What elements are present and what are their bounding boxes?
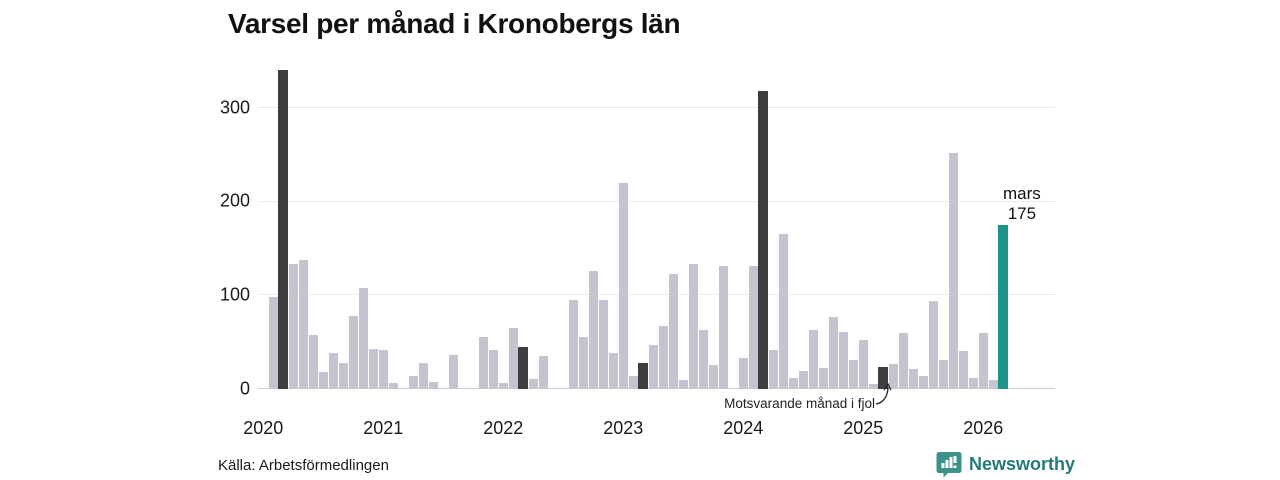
bar-2023-07 [678,379,688,389]
bar-2020-03 [278,69,289,389]
x-tick-2025: 2025 [843,418,884,438]
bar-2025-08 [928,301,938,389]
y-tick-100: 100 [219,284,250,305]
bar-2022-03 [518,346,529,389]
x-tick-2020: 2020 [243,418,284,438]
y-tick-200: 200 [219,190,250,211]
bar-2022-08 [568,300,578,389]
bar-2022-01 [498,383,508,389]
bar-2025-07 [918,375,928,389]
brand-footer: Newsworthy [936,451,1075,478]
bar-2025-02 [868,384,878,389]
plot-area [258,60,1055,389]
bar-2025-01 [858,340,868,389]
bar-2026-01 [978,332,988,389]
bar-2021-08 [448,355,458,389]
gridline-300 [258,107,1055,109]
bar-2023-03 [638,362,649,389]
bar-2022-04 [528,378,538,389]
x-tick-2024: 2024 [723,418,764,438]
bar-2022-09 [578,336,588,389]
bar-2026-03 [998,225,1009,389]
bar-2020-10 [348,316,358,389]
bar-2025-11 [958,350,968,389]
x-tick-2026: 2026 [963,418,1004,438]
x-tick-2021: 2021 [363,418,404,438]
bar-2024-07 [798,371,808,389]
current-month-label: mars 175 [1003,184,1041,224]
source-caption: Källa: Arbetsförmedlingen [218,457,389,474]
x-tick-2023: 2023 [603,418,644,438]
bar-2020-05 [298,259,308,389]
bar-2025-12 [968,377,978,389]
bar-2023-08 [688,263,698,389]
bar-2024-03 [758,91,769,389]
brand-name: Newsworthy [969,454,1076,474]
y-tick-0: 0 [239,378,250,398]
bar-2020-12 [368,348,378,389]
bar-2023-10 [708,364,718,389]
bar-2023-01 [618,183,628,389]
bar-2021-05 [418,362,428,389]
bar-2023-11 [718,265,728,389]
bar-2020-08 [328,353,338,389]
bar-2021-01 [378,349,388,389]
bar-2025-05 [898,332,908,389]
gridline-200 [258,200,1055,202]
bar-2025-09 [938,360,948,389]
chart-title: Varsel per månad i Kronobergs län [228,8,681,39]
newsworthy-logo-icon [936,452,962,478]
bar-2023-09 [698,330,708,389]
bar-2022-02 [508,328,518,389]
bar-2024-10 [828,316,838,389]
bar-2022-11 [598,300,608,389]
bar-2024-05 [778,233,788,389]
bar-2021-02 [388,383,398,389]
bar-2021-12 [488,349,498,389]
current-month-value: 175 [1007,204,1037,223]
bar-2024-11 [838,331,848,389]
bar-2024-12 [848,360,858,389]
bar-2024-04 [768,349,778,389]
bar-2021-11 [478,336,488,389]
gridline-100 [258,294,1055,296]
bar-2023-06 [668,273,678,389]
bar-2023-02 [628,375,638,389]
bar-2025-04 [888,363,898,389]
bar-2024-01 [738,358,748,389]
x-tick-2022: 2022 [483,418,524,438]
bar-2026-02 [988,379,998,389]
bar-2025-03 [878,366,889,389]
bar-2023-05 [658,326,668,389]
fjol-annotation: Motsvarande månad i fjol [724,396,875,411]
bar-2020-06 [308,334,318,389]
bar-2021-04 [408,375,418,389]
current-month-name: mars [1003,184,1041,203]
bar-2024-02 [748,266,758,389]
bar-2022-12 [608,352,618,389]
bar-2025-10 [948,153,958,389]
bar-2020-02 [268,297,278,389]
bar-2024-09 [818,368,828,389]
bar-2021-06 [428,382,438,389]
bar-2024-06 [788,377,798,389]
bar-2022-10 [588,271,598,389]
bar-2024-08 [808,330,818,389]
bar-2025-06 [908,369,918,389]
bar-2020-09 [338,362,348,389]
annotation-arrow-icon [875,382,892,405]
y-tick-300: 300 [219,97,250,118]
bar-2023-04 [648,345,658,389]
bar-2020-04 [288,263,298,389]
bar-2020-11 [358,287,368,389]
bar-2022-05 [538,356,548,389]
bar-2020-07 [318,372,328,389]
